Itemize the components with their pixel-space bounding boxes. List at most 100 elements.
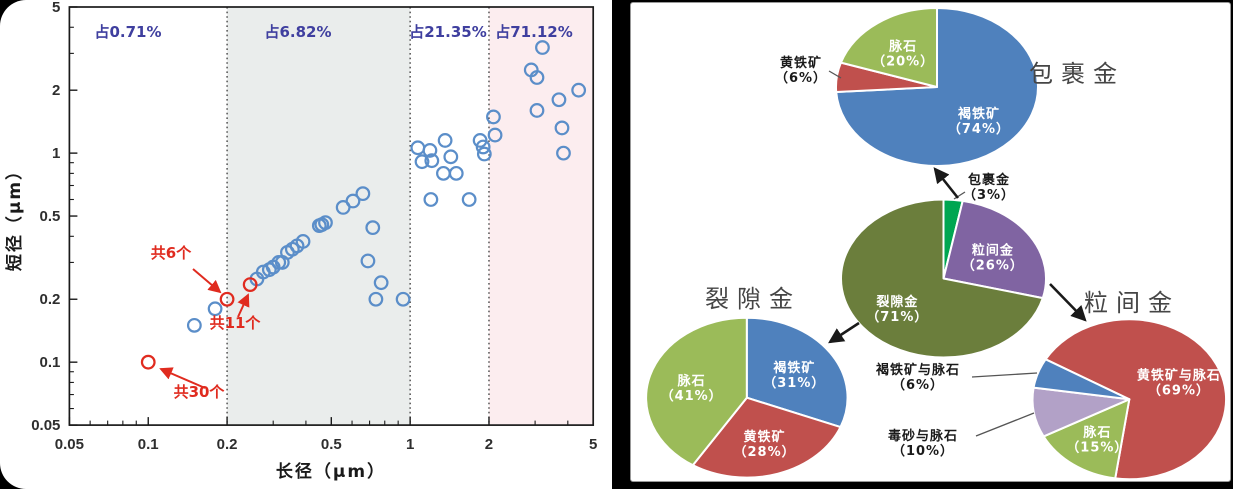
zone-percentage-label: 占71.12% — [495, 23, 572, 41]
slice-label-pct: （15%） — [1066, 439, 1128, 455]
data-point — [295, 234, 311, 249]
slice-label-褐铁矿: 褐铁矿（74%） — [948, 106, 1010, 137]
slice-label-pct: （71%） — [866, 309, 928, 325]
pie-title-粒间金: 粒间金 — [1084, 289, 1180, 317]
pie-charts: 包裹金（3%）粒间金（26%）裂隙金（71%）褐铁矿（74%）黄铁矿（6%）脉石… — [645, 7, 1228, 480]
x-tick-label: 5 — [589, 436, 597, 453]
pie-slice-脉石 — [645, 316, 748, 467]
zone-band-1 — [227, 7, 411, 426]
pie-slice-黄铁矿与脉石 — [1044, 318, 1228, 480]
data-point — [422, 143, 438, 158]
pie-liexijin: 褐铁矿（31%） 黄铁矿（28%） 脉石（41%） — [645, 316, 849, 479]
data-point — [487, 127, 503, 143]
slice-label-pct: （31%） — [763, 375, 825, 391]
data-point — [365, 220, 381, 236]
pie-lijianjin: 黄铁矿与脉石（69%） 脉石（15%） 毒砂与脉石（10%） 褐铁矿与脉石（6%） — [875, 318, 1228, 480]
slice-label-褐铁矿: 褐铁矿（31%） — [763, 360, 825, 391]
zone-percentage-label: 占6.82% — [264, 23, 331, 41]
slice-label-name: 脉石 — [1082, 424, 1111, 440]
count-annotation-arrow — [192, 268, 222, 294]
pie-title-包裹金: 包裹金 — [1029, 60, 1125, 88]
data-point — [443, 149, 459, 165]
slice-label-脉石: 脉石（41%） — [661, 373, 723, 404]
callout-label-pct: （3%） — [963, 187, 1015, 203]
callout-leader-line — [975, 412, 1035, 437]
data-point — [355, 186, 371, 202]
zone-percentage-label: 占21.35% — [409, 23, 486, 41]
data-point — [360, 253, 376, 269]
callout-label-name: 毒砂与脉石 — [888, 428, 958, 444]
slice-label-pct: （26%） — [962, 257, 1024, 273]
pie-slice-脉石 — [839, 7, 938, 88]
arrow-to-lijianjin — [1049, 283, 1087, 322]
y-tick-label: 0.05 — [31, 417, 60, 434]
slice-label-name: 褐铁矿 — [957, 106, 1000, 122]
count-annotation-label: 共11个 — [210, 314, 262, 332]
callout-leader-line — [953, 191, 966, 200]
data-point — [437, 133, 453, 148]
y-tick-label: 5 — [52, 0, 60, 16]
arrow-to-baoguojin — [933, 167, 960, 199]
data-point — [554, 120, 570, 136]
slice-label-裂隙金: 裂隙金（71%） — [866, 294, 928, 325]
pie-title-裂隙金: 裂隙金 — [705, 285, 801, 313]
pie-slice-褐铁矿 — [745, 316, 849, 429]
slice-label-name: 褐铁矿 — [772, 360, 815, 376]
callout-leader-line — [971, 372, 1038, 378]
x-tick-label: 0.1 — [138, 436, 159, 453]
pie-slice-褐铁矿与脉石 — [1032, 358, 1131, 401]
data-point — [345, 193, 361, 209]
zone-band-2 — [410, 7, 489, 426]
callout-label-pct: （6%） — [775, 70, 827, 86]
data-point — [486, 109, 501, 125]
data-point — [461, 192, 477, 207]
data-point — [368, 291, 384, 307]
slice-label-黄铁矿与脉石: 黄铁矿与脉石（69%） — [1137, 367, 1221, 398]
data-point — [529, 70, 545, 85]
slice-label-name: 黄铁矿与脉石 — [1137, 367, 1221, 383]
callout-label-毒砂与脉石: 毒砂与脉石（10%） — [888, 428, 958, 459]
slice-label-name: 粒间金 — [972, 242, 1014, 258]
y-tick-label: 1 — [52, 145, 60, 162]
scatter-panel: 0.05 0.05 0.1 0.1 0.2 0.2 0.5 0.5 1 1 2 2 5 5 占0.71% 占6… — [0, 0, 612, 489]
data-point — [373, 275, 389, 291]
pie-slice-粒间金 — [942, 199, 1048, 300]
count-annotation-arrow — [237, 293, 250, 318]
count-annotation-label: 共6个 — [151, 244, 192, 262]
data-point — [186, 317, 202, 333]
x-tick-label: 2 — [485, 436, 493, 453]
callout-label-name: 包裹金 — [968, 172, 1010, 188]
pie-baoguojin: 褐铁矿（74%） 黄铁矿（6%） 脉石（20%） — [775, 7, 1039, 167]
slice-label-pct: （74%） — [948, 121, 1010, 137]
callout-label-pct: （10%） — [892, 443, 954, 459]
overlap-marker-point — [219, 291, 235, 307]
count-annotation-label: 共30个 — [174, 383, 226, 401]
slice-label-pct: （28%） — [733, 444, 795, 460]
y-tick-label: 0.5 — [40, 208, 61, 225]
slice-label-pct: （41%） — [661, 388, 723, 404]
overlap-marker-point — [140, 354, 156, 370]
x-axis-label: 长径（μm） — [276, 461, 386, 482]
arrow-to-liexijin — [828, 321, 860, 344]
callout-label-name: 褐铁矿与脉石 — [875, 362, 960, 378]
data-point — [395, 291, 411, 307]
slice-label-name: 裂隙金 — [875, 294, 918, 310]
pie-slice-黄铁矿 — [691, 396, 842, 479]
y-tick-label: 2 — [52, 82, 60, 99]
slice-label-name: 脉石 — [888, 39, 917, 55]
count-annotation-arrow — [159, 367, 206, 389]
y-tick-label: 0.1 — [40, 354, 61, 371]
callout-leader-line — [828, 70, 842, 79]
data-point — [529, 103, 545, 118]
x-tick-label: 0.5 — [321, 436, 342, 453]
y-tick-label: 0.2 — [40, 291, 61, 308]
x-tick-label: 0.05 — [55, 436, 84, 453]
callout-label-pct: （6%） — [892, 377, 944, 393]
slice-label-name: 黄铁矿 — [744, 429, 786, 445]
y-axis-label: 短径（μm） — [4, 161, 25, 271]
data-point — [423, 192, 439, 207]
data-point — [535, 40, 550, 55]
pie-slice-脉石 — [1042, 398, 1131, 480]
slice-label-粒间金: 粒间金（26%） — [962, 242, 1024, 273]
